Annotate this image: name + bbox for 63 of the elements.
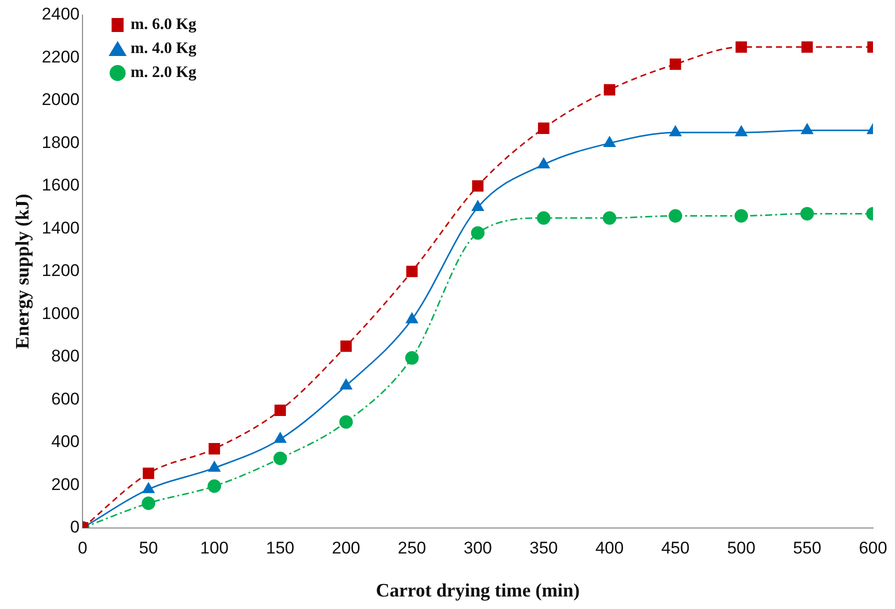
point [471,226,485,240]
point [208,479,222,493]
y-tick-label: 1000 [42,304,80,323]
point [406,266,418,278]
point [801,41,813,53]
point [735,126,748,136]
x-tick-label: 550 [792,538,822,558]
point [142,482,154,494]
y-tick-label: 800 [51,346,80,366]
point [472,200,484,212]
point [142,496,156,510]
x-tick-label: 100 [200,538,229,558]
legend-label: m. 6.0 Kg [130,16,196,34]
point [340,378,352,390]
x-tick-label: 600 [858,538,888,558]
y-tick-label: 400 [51,432,80,452]
y-tick-label: 1800 [42,132,80,152]
point [273,452,287,466]
point [406,312,418,324]
x-tick-label: 500 [727,538,756,558]
point [208,461,220,472]
point [142,468,154,480]
point [339,415,353,429]
x-tick-label: 50 [139,538,158,558]
x-tick-label: 150 [266,538,294,558]
x-tick-label: 450 [661,538,690,558]
x-tick-label: 400 [595,538,624,558]
point [536,211,550,225]
point [602,211,616,225]
point [670,58,682,70]
x-tick-label: 350 [529,538,558,558]
point [538,158,550,168]
point [208,443,220,454]
legend-label: m. 2.0 Kg [130,64,196,82]
x-tick-label: 200 [332,538,360,558]
y-tick-label: 1200 [42,261,80,280]
point [340,340,352,352]
point [736,41,747,53]
point [668,209,682,223]
y-tick-label: 2200 [42,47,80,66]
y-tick-label: 0 [70,517,80,536]
point [604,84,616,96]
y-tick-label: 2000 [42,90,80,110]
point [801,124,814,134]
y-tick-label: 1400 [42,218,80,238]
y-tick-label: 1600 [42,176,80,195]
y-tick-label: 600 [51,389,80,408]
y-tick-label: 200 [51,474,80,494]
x-tick-label: 300 [464,538,492,558]
legend-label: m. 4.0 Kg [130,40,196,58]
point [274,432,286,443]
x-axis-title: Carrot drying time (min) [376,580,580,602]
point [472,180,484,192]
x-tick-label: 250 [398,538,426,558]
point [405,351,419,365]
point [274,404,286,416]
point [669,126,682,136]
point [800,206,814,220]
y-tick-label: 2400 [42,4,80,24]
point [734,209,748,223]
point [604,136,616,147]
point [538,122,550,134]
y-axis-title: Energy supply (kJ) [12,194,34,349]
